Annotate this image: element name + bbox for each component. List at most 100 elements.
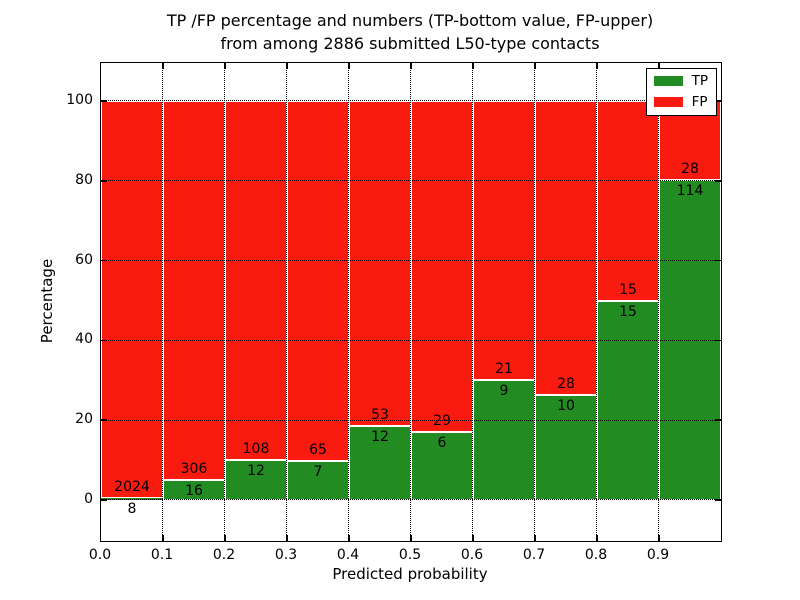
legend-entry-fp: FP (653, 94, 708, 110)
grid-line-vertical (286, 63, 288, 541)
bar-fp-segment (287, 101, 349, 462)
bar-label-fp: 108 (242, 441, 270, 458)
grid-line-vertical (348, 63, 350, 541)
bar-label-fp: 28 (681, 160, 699, 177)
x-tick-mark-bottom (472, 535, 474, 541)
grid-line-vertical (410, 63, 412, 541)
bar-fp-segment (473, 101, 535, 381)
y-tick-label: 20 (75, 411, 93, 428)
x-tick-mark-bottom (224, 535, 226, 541)
grid-line-vertical (162, 63, 164, 541)
bar-label-tp: 10 (557, 398, 575, 414)
legend-swatch-fp-icon (653, 97, 683, 107)
x-tick-mark-bottom (348, 535, 350, 541)
x-tick-mark-top (596, 63, 598, 69)
x-tick-mark-top (534, 63, 536, 69)
grid-line-horizontal (101, 180, 721, 182)
y-tick-mark-right (715, 100, 721, 102)
y-tick-label: 0 (84, 491, 93, 507)
x-tick-mark-bottom (162, 535, 164, 541)
bar-fp-segment (225, 101, 287, 461)
chart-title-line2: from among 2886 submitted L50-type conta… (220, 34, 600, 53)
bar-fp-segment (535, 101, 597, 395)
grid-line-horizontal (101, 259, 721, 261)
y-tick-mark-right (715, 180, 721, 182)
grid-line-horizontal (101, 339, 721, 341)
x-tick-mark-top (162, 63, 164, 69)
bar-tp-segment (349, 426, 411, 500)
bar-fp-segment (349, 101, 411, 427)
chart-title-line1: TP /FP percentage and numbers (TP-bottom… (166, 11, 654, 30)
y-tick-mark-right (715, 499, 721, 501)
x-tick-mark-bottom (658, 535, 660, 541)
x-tick-label: 0.9 (646, 547, 670, 563)
legend-label-tp: TP (691, 73, 708, 89)
grid-line-horizontal (101, 499, 721, 501)
bar-label-fp: 29 (433, 412, 451, 429)
bar-label-tp: 6 (437, 434, 447, 451)
bar-fp-segment (411, 101, 473, 432)
x-tick-mark-top (348, 63, 350, 69)
y-tick-label: 100 (66, 92, 93, 108)
x-tick-label: 0.0 (88, 547, 112, 563)
plot-area: TP FP 2024 8 306 16 108 12 65 7 53 12 29 6 21 9 28 10 15… (100, 62, 722, 542)
x-tick-label: 0.3 (274, 547, 298, 563)
bar-label-fp: 21 (495, 361, 513, 378)
x-tick-label: 0.1 (150, 547, 174, 563)
grid-line-vertical (472, 63, 474, 541)
x-tick-mark-top (286, 63, 288, 69)
legend: TP FP (645, 68, 717, 116)
bar-label-tp: 12 (371, 429, 389, 446)
x-tick-mark-bottom (286, 535, 288, 541)
x-axis-label: Predicted probability (332, 565, 488, 583)
x-tick-label: 0.6 (460, 547, 484, 563)
x-tick-mark-top (658, 63, 660, 69)
y-tick-label: 40 (75, 331, 93, 348)
y-tick-mark-left (101, 339, 107, 342)
bar-label-tp: 12 (247, 463, 265, 480)
x-tick-label: 0.2 (212, 547, 236, 563)
x-tick-label: 0.4 (336, 547, 360, 563)
bar-label-tp: 15 (619, 303, 637, 320)
y-tick-mark-right (715, 419, 721, 421)
bar-tp-segment (225, 460, 287, 500)
bar-fp-segment (101, 101, 163, 499)
grid-line-vertical (224, 63, 226, 541)
grid-line-vertical (534, 63, 536, 541)
chart-title: TP /FP percentage and numbers (TP-bottom… (100, 9, 720, 55)
bar-label-fp: 53 (371, 407, 389, 424)
x-tick-mark-top (224, 63, 226, 69)
bar-label-tp: 7 (313, 464, 323, 481)
x-tick-label: 0.8 (584, 547, 608, 563)
bar-label-tp: 114 (676, 182, 704, 199)
bar-label-tp: 9 (499, 383, 509, 400)
x-tick-mark-top (472, 63, 474, 69)
y-tick-mark-left (101, 419, 107, 421)
y-tick-mark-left (101, 100, 107, 102)
bar-label-fp: 306 (180, 461, 208, 478)
x-tick-mark-bottom (410, 535, 412, 541)
x-tick-mark-bottom (534, 535, 536, 541)
grid-line-horizontal (101, 100, 721, 102)
y-tick-label: 80 (75, 171, 93, 188)
x-tick-label: 0.5 (398, 547, 422, 563)
legend-entry-tp: TP (653, 73, 708, 89)
y-tick-mark-right (715, 339, 721, 342)
grid-line-vertical (596, 63, 598, 541)
x-tick-label: 0.7 (522, 547, 546, 563)
y-tick-mark-right (715, 259, 721, 262)
legend-swatch-tp-icon (653, 76, 683, 86)
grid-line-vertical (658, 63, 660, 541)
bar-label-tp: 8 (127, 501, 137, 518)
bar-label-fp: 2024 (114, 479, 150, 496)
bar-fp-segment (597, 101, 659, 301)
y-tick-label: 60 (75, 251, 93, 268)
bar-fp-segment (163, 101, 225, 481)
grid-line-horizontal (101, 419, 721, 421)
x-tick-mark-top (410, 63, 412, 69)
y-tick-mark-left (101, 180, 107, 182)
bar-label-fp: 15 (619, 281, 637, 298)
legend-label-fp: FP (691, 94, 708, 110)
bar-label-fp: 65 (309, 442, 327, 459)
